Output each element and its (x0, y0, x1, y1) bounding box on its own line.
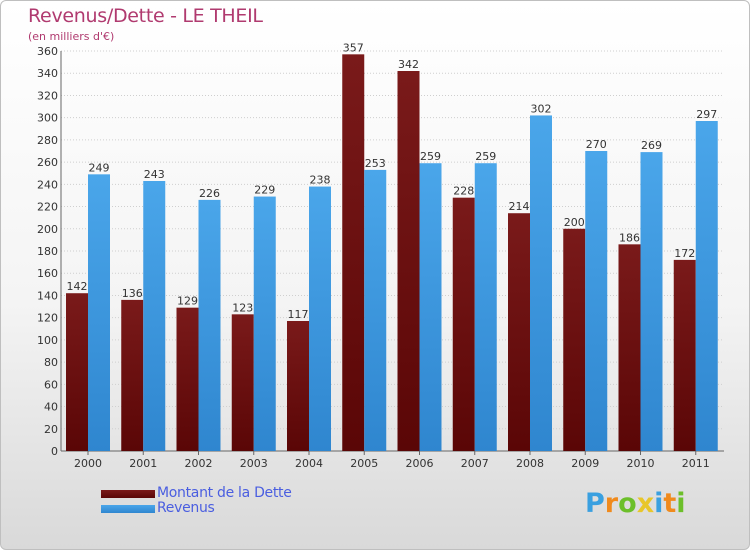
debt-value-label: 200 (564, 216, 585, 229)
revenue-bar (88, 174, 110, 452)
debt-bar (342, 54, 365, 451)
legend-label-revenue: Revenus (157, 500, 215, 516)
logo-letter: x (636, 488, 655, 519)
y-tick-label: 360 (37, 45, 58, 58)
x-tick-label: 2003 (240, 457, 268, 470)
debt-value-label: 342 (398, 58, 419, 71)
x-tick-label: 2002 (185, 457, 213, 470)
x-tick-label: 2000 (74, 457, 102, 470)
debt-bar (176, 307, 199, 451)
logo-letter: t (663, 488, 677, 519)
proxiti-logo: Proxiti (585, 488, 686, 519)
revenue-value-label: 253 (365, 157, 386, 170)
debt-value-label: 136 (122, 287, 143, 300)
revenue-bar (364, 169, 387, 451)
revenue-value-label: 243 (144, 168, 165, 181)
y-tick-label: 20 (44, 423, 58, 436)
y-tick-label: 0 (51, 445, 58, 458)
debt-bar (508, 213, 530, 451)
debt-value-label: 142 (67, 280, 88, 293)
revenue-bar (198, 199, 221, 451)
debt-value-label: 357 (343, 41, 364, 54)
chart-subtitle: (en milliers d'€) (28, 30, 115, 43)
revenue-value-label: 226 (199, 187, 220, 200)
x-tick-label: 2009 (571, 457, 599, 470)
y-tick-label: 60 (44, 378, 58, 391)
logo-letter: P (585, 488, 605, 519)
revenue-bar (253, 196, 276, 451)
y-tick-label: 80 (44, 356, 58, 369)
x-tick-label: 2007 (461, 457, 489, 470)
legend-label-debt: Montant de la Dette (157, 485, 292, 501)
debt-value-label: 214 (509, 200, 530, 213)
revenue-value-label: 229 (254, 184, 275, 197)
debt-bar (673, 259, 696, 451)
y-tick-label: 280 (37, 134, 58, 147)
revenue-bar (474, 163, 497, 451)
y-tick-label: 160 (37, 267, 58, 280)
debt-bar (618, 244, 641, 451)
revenue-value-label: 238 (310, 174, 331, 187)
debt-value-label: 172 (674, 247, 695, 260)
y-tick-label: 300 (37, 112, 58, 125)
debt-bar (563, 228, 586, 451)
x-tick-label: 2010 (627, 457, 655, 470)
revenue-value-label: 297 (696, 108, 717, 121)
debt-value-label: 117 (288, 308, 309, 321)
logo-letter: i (654, 488, 664, 519)
revenue-value-label: 249 (89, 161, 110, 174)
y-tick-label: 100 (37, 334, 58, 347)
x-tick-label: 2004 (295, 457, 323, 470)
debt-bar (397, 71, 420, 451)
revenue-bar (585, 151, 608, 451)
y-tick-label: 200 (37, 223, 58, 236)
revenue-bar (309, 186, 331, 452)
y-tick-label: 320 (37, 89, 58, 102)
debt-value-label: 123 (232, 301, 253, 314)
y-tick-label: 180 (37, 245, 58, 258)
y-tick-label: 240 (37, 178, 58, 191)
revenue-value-label: 259 (420, 150, 441, 163)
debt-bar (287, 321, 309, 451)
debt-value-label: 228 (453, 185, 474, 198)
debt-bar (231, 314, 254, 451)
debt-value-label: 129 (177, 295, 198, 308)
logo-letter: r (604, 488, 619, 519)
y-tick-label: 260 (37, 156, 58, 169)
revenue-bar (530, 115, 552, 451)
y-tick-label: 340 (37, 67, 58, 80)
debt-bar (66, 293, 88, 451)
revenue-bar (640, 152, 663, 451)
revenue-value-label: 270 (586, 138, 607, 151)
logo-letter: i (676, 488, 686, 519)
y-tick-label: 40 (44, 401, 58, 414)
y-tick-label: 140 (37, 289, 58, 302)
revenue-value-label: 302 (531, 102, 552, 115)
x-tick-label: 2006 (406, 457, 434, 470)
x-tick-label: 2001 (129, 457, 157, 470)
y-tick-label: 220 (37, 201, 58, 214)
legend-swatch-revenue (101, 505, 155, 513)
logo-letter: o (618, 488, 637, 519)
y-tick-label: 120 (37, 312, 58, 325)
debt-bar (452, 197, 475, 451)
revenue-bar (419, 163, 442, 451)
legend-swatch-debt (101, 490, 155, 498)
debt-value-label: 186 (619, 231, 640, 244)
revenue-bar (143, 181, 166, 451)
revenue-value-label: 259 (475, 150, 496, 163)
x-tick-label: 2011 (682, 457, 710, 470)
debt-bar (121, 299, 144, 451)
x-tick-label: 2008 (516, 457, 544, 470)
x-tick-label: 2005 (350, 457, 378, 470)
chart-title: Revenus/Dette - LE THEIL (28, 5, 263, 27)
revenue-value-label: 269 (641, 139, 662, 152)
revenue-bar (695, 121, 718, 451)
